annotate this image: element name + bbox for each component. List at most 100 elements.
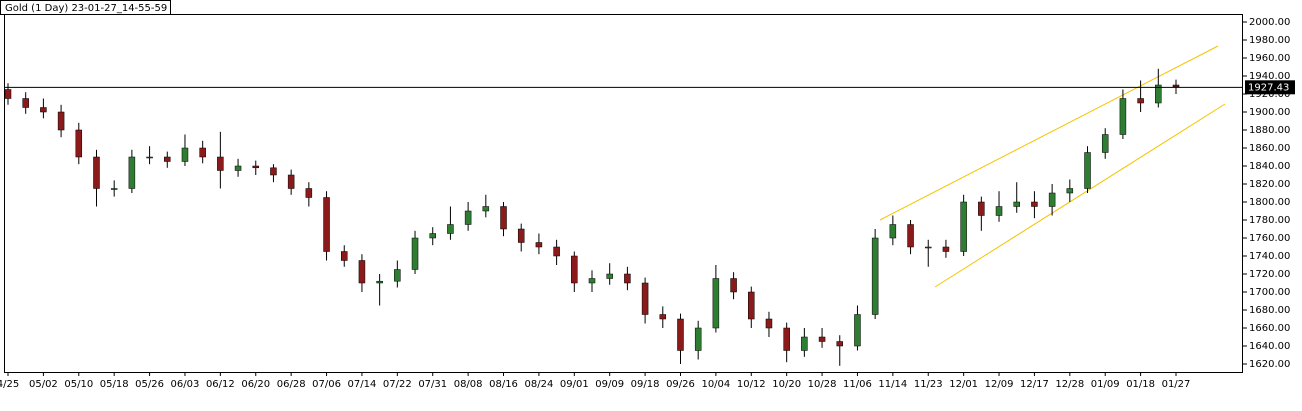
- candle-body: [75, 129, 83, 158]
- y-tick-label: 1900.00: [1249, 107, 1290, 118]
- candle-body: [164, 156, 171, 162]
- x-tick-label: 10/28: [808, 379, 837, 390]
- y-tick-label: 1720.00: [1249, 269, 1290, 280]
- x-tick-label: 12/17: [1020, 379, 1049, 390]
- chart-title: Gold (1 Day) 23-01-27_14-55-59: [5, 3, 167, 14]
- candle-body: [712, 278, 720, 329]
- x-tick-label: 12/09: [985, 379, 1014, 390]
- candle-body: [818, 336, 826, 342]
- y-tick-label: 1980.00: [1249, 35, 1290, 46]
- x-tick-label: 11/06: [843, 379, 872, 390]
- candle-body: [854, 314, 861, 347]
- x-tick-label: 07/06: [312, 379, 341, 390]
- candle-body: [394, 269, 401, 282]
- candle-body: [305, 188, 313, 198]
- y-tick-label: 1920.00: [1249, 89, 1290, 100]
- candle-body: [641, 282, 649, 315]
- candle-body: [181, 147, 189, 162]
- candle-body: [270, 167, 277, 176]
- x-tick-label: 11/23: [914, 379, 943, 390]
- candle-body: [340, 251, 348, 261]
- candle-body: [252, 165, 260, 169]
- candle-body: [535, 242, 543, 248]
- y-tick-label: 1840.00: [1249, 161, 1290, 172]
- candle-body: [358, 260, 366, 284]
- candle-body: [464, 210, 472, 225]
- y-tick-label: 1860.00: [1249, 143, 1290, 154]
- y-tick-label: 1700.00: [1249, 287, 1290, 298]
- x-tick-label: 11/14: [878, 379, 907, 390]
- candle-body: [234, 165, 242, 171]
- x-tick-label: 05/18: [100, 379, 129, 390]
- y-tick-label: 1740.00: [1249, 251, 1290, 262]
- candle-body: [199, 147, 206, 158]
- y-tick-label: 1640.00: [1249, 341, 1290, 352]
- candle-body: [376, 280, 383, 284]
- x-tick-label: 4/25: [0, 379, 19, 390]
- candle-body: [482, 206, 490, 212]
- x-tick-label: 12/01: [949, 379, 978, 390]
- candle-body: [836, 341, 844, 347]
- candle-body: [1119, 98, 1127, 135]
- candle-body: [411, 237, 419, 270]
- candle-body: [907, 224, 914, 248]
- channel-lower: [934, 103, 1226, 288]
- x-tick-label: 07/31: [418, 379, 447, 390]
- title-box: [0, 0, 171, 15]
- y-tick-label: 1620.00: [1249, 359, 1290, 370]
- last-price-label: 1927.43: [1248, 82, 1289, 93]
- candle-body: [748, 291, 755, 320]
- x-tick-label: 10/20: [772, 379, 801, 390]
- last-price-box: [1245, 80, 1295, 95]
- candle-body: [571, 255, 578, 284]
- candle-body: [500, 206, 507, 230]
- x-tick-label: 06/20: [241, 379, 270, 390]
- candle-body: [942, 246, 950, 252]
- candle-body: [606, 273, 613, 279]
- candle-body: [995, 206, 1003, 216]
- x-tick-label: 10/04: [701, 379, 730, 390]
- candle-body: [128, 156, 136, 189]
- y-tick-label: 1940.00: [1249, 71, 1290, 82]
- y-tick-label: 1780.00: [1249, 215, 1290, 226]
- candle-body: [40, 107, 47, 113]
- candle-body: [1084, 152, 1091, 189]
- candle-body: [871, 237, 879, 315]
- candle-body: [93, 156, 100, 189]
- x-tick-label: 05/26: [135, 379, 164, 390]
- candle-body: [624, 273, 631, 284]
- candle-body: [57, 111, 65, 131]
- x-tick-label: 09/26: [666, 379, 695, 390]
- channel-upper: [879, 45, 1219, 221]
- candle-body: [447, 224, 454, 234]
- candle-body: [110, 188, 118, 190]
- candle-body: [1048, 192, 1056, 207]
- y-tick-label: 1660.00: [1249, 323, 1290, 334]
- candle-body: [22, 98, 29, 108]
- candle-body: [694, 327, 702, 351]
- x-tick-label: 08/08: [454, 379, 483, 390]
- x-tick-label: 01/27: [1162, 379, 1191, 390]
- x-tick-label: 12/28: [1055, 379, 1084, 390]
- candle-body: [217, 156, 224, 171]
- candle-body: [323, 197, 330, 252]
- candle-body: [287, 174, 295, 189]
- candle-body: [553, 246, 560, 257]
- x-tick-label: 07/14: [348, 379, 377, 390]
- x-tick-label: 05/10: [64, 379, 93, 390]
- x-tick-label: 08/16: [489, 379, 518, 390]
- x-tick-label: 10/12: [737, 379, 766, 390]
- candle-body: [924, 246, 932, 249]
- candle-body: [960, 201, 967, 252]
- candle-body: [1155, 84, 1162, 104]
- x-tick-label: 06/03: [171, 379, 200, 390]
- candle-body: [1172, 84, 1180, 88]
- candle-body: [146, 156, 153, 159]
- candle-body: [429, 233, 436, 239]
- x-tick-label: 09/09: [595, 379, 624, 390]
- candle-body: [1066, 188, 1074, 194]
- x-tick-label: 05/02: [29, 379, 58, 390]
- candle-body: [517, 228, 525, 243]
